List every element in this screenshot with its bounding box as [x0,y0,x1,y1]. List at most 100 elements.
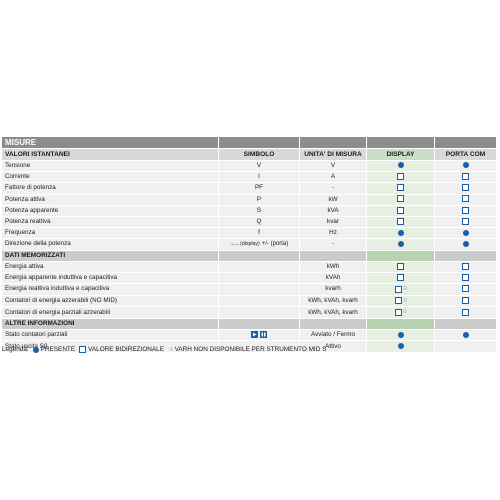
no-mid-dots-icon: ·:· [402,296,408,304]
present-dot-icon [462,229,469,236]
bidirectional-box-icon [462,217,469,225]
symbol-cell: I [219,172,300,184]
display-cell [367,228,435,240]
symbol-cell [219,261,300,273]
label-cell: Contatori di energia azzerabili (NO MID) [2,295,219,308]
com-cell [435,161,496,173]
symbol-cell: f [219,228,300,240]
bidirectional-box-icon [462,285,469,293]
symbol-cell: →←(display) +/- (porta) [219,239,300,251]
symbol-cell [219,295,300,308]
display-cell: ·:· [367,295,435,308]
partial-counter-start-icon [251,331,258,339]
display-cell [367,205,435,217]
display-cell [367,341,435,353]
label-cell: Direzione della potenza [2,239,219,251]
table-row: Stato contatori parziali Avviato / Fermo [2,330,496,342]
direction-display-symbol: →←(display) [229,241,260,248]
symbol-cell [219,330,300,342]
bidirectional-box-icon [462,173,469,181]
direction-com-symbol: +/- (porta) [261,241,289,248]
unit-cell: Avviato / Fermo [300,330,367,342]
display-cell [367,261,435,273]
label-cell: Energia attiva [2,261,219,273]
label-cell: Fattore di potenza [2,183,219,195]
present-dot-icon [32,346,39,353]
bidirectional-box-icon [394,308,402,316]
symbol-cell [219,137,300,149]
com-cell [435,172,496,184]
no-mid-dots-icon: ·:· [402,308,408,316]
bidirectional-box-icon [79,346,87,353]
present-dot-icon [462,240,469,247]
bidirectional-box-icon [397,184,404,192]
bidirectional-box-icon [462,262,469,270]
table-row: Frequenza f Hz [2,228,496,240]
com-cell [435,216,496,229]
com-cell [435,261,496,273]
com-cell [435,307,496,320]
com-cell [435,295,496,308]
com-cell [435,137,496,149]
legend-present-text: PRESENTE [40,346,76,353]
table-row: Fattore di potenza PF - [2,183,496,195]
display-cell [367,172,435,184]
unit-cell [300,319,367,331]
table-row: Energia attiva kWh [2,261,496,273]
display-cell [367,161,435,173]
unit-cell: Hz [300,228,367,240]
unit-cell: UNITA' DI MISURA [300,149,367,161]
table-row: Tensione V V [2,161,496,173]
unit-cell: kWh, kVAh, kvarh [300,307,367,320]
unit-cell: - [300,183,367,195]
label-cell: Potenza attiva [2,194,219,206]
com-cell [435,330,496,342]
bidirectional-box-icon [462,296,469,304]
bidirectional-box-icon [397,262,404,270]
no-mid-dots-icon: ·:· [169,346,174,353]
com-cell [435,228,496,240]
table-row: Stato uscita S0 Attivo [2,341,496,353]
label-cell: Potenza reattiva [2,216,219,229]
bidirectional-box-icon [462,273,469,281]
present-dot-icon [397,240,404,247]
label-cell: MISURE [2,137,219,149]
com-cell [435,239,496,251]
symbol-cell: P [219,194,300,206]
bidirectional-box-icon [397,206,404,214]
no-mid-dots-icon: ·:· [402,285,408,293]
unit-cell: kvar [300,216,367,229]
label-cell: Contatori di energia parziali azzerabili [2,307,219,320]
measures-table: MISURE VALORI ISTANTANEI SIMBOLO UNITA' DI … [2,137,496,353]
section-header-row: ALTRE INFORMAZIONI [2,319,496,331]
label-cell: Energia apparente induttiva e capacitiva [2,272,219,285]
bidirectional-box-icon [397,173,404,181]
com-cell [435,205,496,217]
display-cell [367,239,435,251]
bidirectional-box-icon [397,195,404,203]
unit-cell: kWh [300,261,367,273]
com-cell [435,272,496,285]
legend-present: PRESENTE [32,346,76,353]
bidirectional-box-icon [462,195,469,203]
unit-cell: kW [300,194,367,206]
label-cell: Energia reattiva induttiva e capacitiva [2,284,219,296]
partial-counter-stop-icon [260,331,267,339]
bidirectional-box-icon [397,273,404,281]
table-row: Energia reattiva induttiva e capacitiva k… [2,284,496,296]
bidirectional-box-icon [394,285,402,293]
table-title-row: MISURE [2,137,496,149]
legend: Legenda: PRESENTE VALORE BIDIREZIONALE ·… [2,346,330,353]
bidirectional-box-icon [462,184,469,192]
present-dot-icon [397,162,404,169]
unit-cell: kVA [300,205,367,217]
unit-cell: Attivo [300,341,367,353]
label-cell: DATI MEMORIZZATI [2,250,219,262]
present-dot-icon [462,331,469,338]
label-cell: Potenza apparente [2,205,219,217]
display-cell [367,319,435,331]
unit-cell: kWh, kVAh, kvarh [300,295,367,308]
